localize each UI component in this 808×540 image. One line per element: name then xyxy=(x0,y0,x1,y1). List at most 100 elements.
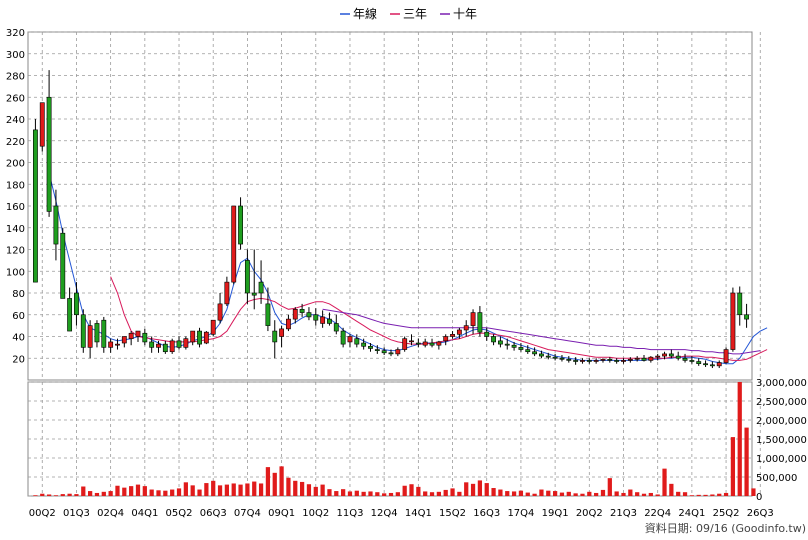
volume-bar xyxy=(600,489,606,496)
candle-down xyxy=(607,359,613,361)
price-tick-label: 320 xyxy=(6,28,25,39)
price-tick-label: 140 xyxy=(6,224,25,235)
volume-grid xyxy=(27,381,753,497)
candle-up xyxy=(593,360,599,362)
volume-bar xyxy=(88,491,93,496)
candle-down xyxy=(313,314,319,321)
candle-down xyxy=(306,312,312,318)
x-tick-label: 02Q4 xyxy=(97,508,124,519)
volume-bar xyxy=(457,491,462,496)
volume-bar xyxy=(450,488,455,496)
volume-bar xyxy=(402,485,407,496)
volume-bar xyxy=(491,488,496,496)
candlesticks xyxy=(32,70,750,369)
candle-up xyxy=(580,360,585,362)
candle-down xyxy=(497,340,503,345)
candle-up xyxy=(456,329,462,335)
volume-bar xyxy=(279,466,284,496)
candle-up xyxy=(183,338,189,348)
volume-bar xyxy=(641,493,647,496)
candle-up xyxy=(648,356,654,361)
candle-up xyxy=(600,359,606,361)
candle-up xyxy=(320,316,326,324)
volume-bar xyxy=(142,486,147,496)
candle-down xyxy=(532,351,538,355)
volume-bar xyxy=(470,483,476,496)
candle-down xyxy=(53,205,59,245)
candle-down xyxy=(374,349,380,351)
candle-down xyxy=(484,331,490,337)
volume-bar xyxy=(587,491,592,496)
candle-down xyxy=(74,292,79,316)
legend: 年線 三年 十年 xyxy=(340,6,477,21)
volume-bar xyxy=(443,489,448,496)
volume-bar xyxy=(436,491,441,496)
candle-down xyxy=(340,330,346,345)
volume-tick-label: 2,000,000 xyxy=(756,416,807,427)
price-tick-label: 260 xyxy=(6,93,25,104)
x-tick-label: 06Q3 xyxy=(200,508,227,519)
volume-bar xyxy=(614,491,619,496)
candle-down xyxy=(539,353,544,357)
volume-bar xyxy=(498,489,503,496)
x-tick-label: 21Q3 xyxy=(610,508,637,519)
volume-bar xyxy=(238,484,243,496)
volume-bar xyxy=(94,492,100,496)
candle-up xyxy=(169,340,175,353)
legend-label-0: 年線 xyxy=(353,6,377,21)
candle-down xyxy=(368,345,373,349)
candle-down xyxy=(101,319,107,348)
volume-bar xyxy=(505,491,510,496)
volume-bar xyxy=(375,492,380,496)
candle-up xyxy=(450,334,455,337)
candle-down xyxy=(142,332,148,343)
candle-down xyxy=(333,323,339,332)
volume-bar xyxy=(621,492,626,496)
candle-down xyxy=(525,349,531,353)
x-tick-label: 12Q4 xyxy=(371,508,398,519)
candle-down xyxy=(566,359,572,361)
volume-bar xyxy=(676,491,681,496)
volume-bar xyxy=(286,477,291,496)
x-tick-label: 15Q2 xyxy=(439,508,466,519)
candle-up xyxy=(210,319,216,335)
volume-bar xyxy=(607,478,612,496)
volume-bar xyxy=(183,482,188,496)
candle-down xyxy=(641,357,647,361)
price-tick-label: 160 xyxy=(6,202,25,213)
candle-up xyxy=(662,353,667,357)
candle-down xyxy=(682,357,688,361)
volume-bar xyxy=(628,489,633,496)
candle-down xyxy=(244,260,250,294)
volume-bar xyxy=(347,491,353,496)
candle-down xyxy=(354,338,360,345)
candle-up xyxy=(190,330,196,343)
candle-down xyxy=(559,357,565,360)
candle-up xyxy=(156,343,161,348)
candle-up xyxy=(395,349,401,355)
volume-bar xyxy=(74,494,79,496)
legend-label-1: 三年 xyxy=(403,7,427,21)
candle-up xyxy=(347,336,353,343)
price-tick-label: 100 xyxy=(6,267,25,278)
candle-down xyxy=(80,314,86,348)
x-tick-label: 05Q2 xyxy=(166,508,193,519)
volume-bar xyxy=(197,489,202,496)
candle-up xyxy=(292,309,298,320)
candle-up xyxy=(470,312,476,326)
candle-down xyxy=(238,205,243,245)
volume-bar xyxy=(204,483,209,496)
candle-up xyxy=(231,205,237,283)
candle-down xyxy=(491,336,496,343)
volume-tick-label: 3,000,000 xyxy=(756,378,807,389)
candle-up xyxy=(203,331,209,344)
candle-down xyxy=(545,355,551,358)
volume-bar xyxy=(368,491,373,496)
candle-down xyxy=(46,96,52,212)
x-tick-label: 25Q2 xyxy=(713,508,740,519)
candle-down xyxy=(744,314,750,320)
candle-down xyxy=(429,342,435,346)
volume-bar xyxy=(129,486,134,496)
candle-up xyxy=(121,336,127,344)
candle-down xyxy=(552,356,558,359)
